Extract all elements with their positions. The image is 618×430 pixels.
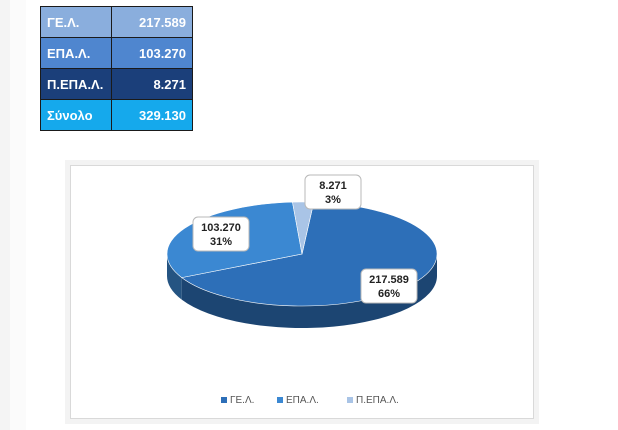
row-label: Π.ΕΠΑ.Λ.	[40, 68, 112, 100]
row-label: ΓΕ.Λ.	[40, 6, 112, 38]
data-label-percent: 66%	[378, 288, 400, 300]
data-label-value: 8.271	[319, 180, 347, 192]
data-label-percent: 31%	[210, 236, 232, 248]
legend-item: Π.ΕΠΑ.Λ.	[356, 395, 399, 406]
data-label-ΓΕ.Λ.: 217.589 66%	[360, 268, 418, 304]
row-value: 217.589	[111, 6, 193, 38]
table-row: ΕΠΑ.Λ. 103.270	[40, 37, 193, 69]
data-label-Π.ΕΠΑ.Λ.: 8.271 3%	[304, 174, 362, 210]
table-row: ΓΕ.Λ. 217.589	[40, 6, 193, 38]
row-value: 329.130	[111, 99, 193, 131]
row-value: 8.271	[111, 68, 193, 100]
pie-chart: 217.589 66% 103.270 31% 8.271 3% ΓΕ.Λ. ΕΠΑ.Λ. Π…	[166, 174, 438, 406]
data-label-value: 103.270	[201, 222, 241, 234]
data-label-percent: 3%	[325, 194, 341, 206]
pie-slice-side	[181, 254, 437, 328]
row-label: Σύνολο	[40, 99, 112, 131]
page-gutter	[10, 0, 26, 430]
pie-chart-frame: 217.589 66% 103.270 31% 8.271 3% ΓΕ.Λ. ΕΠΑ.Λ. Π…	[70, 165, 534, 419]
legend-item: ΕΠΑ.Λ.	[286, 395, 319, 406]
legend-swatch	[347, 397, 353, 403]
data-label-value: 217.589	[369, 274, 409, 286]
legend-swatch	[277, 397, 283, 403]
table-row: Σύνολο 329.130	[40, 99, 193, 131]
legend-item: ΓΕ.Λ.	[230, 395, 254, 406]
pie-slice-side	[167, 254, 182, 300]
data-label-ΕΠΑ.Λ.: 103.270 31%	[192, 216, 250, 252]
legend-swatch	[221, 397, 227, 403]
table-row: Π.ΕΠΑ.Λ. 8.271	[40, 68, 193, 100]
row-label: ΕΠΑ.Λ.	[40, 37, 112, 69]
row-value: 103.270	[111, 37, 193, 69]
summary-table: ΓΕ.Λ. 217.589 ΕΠΑ.Λ. 103.270 Π.ΕΠΑ.Λ. 8.…	[40, 6, 193, 131]
